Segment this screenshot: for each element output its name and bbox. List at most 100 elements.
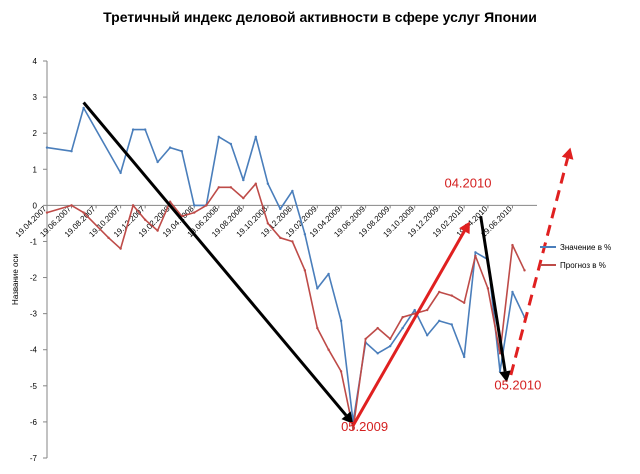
series-2-point <box>291 240 294 243</box>
series-1-point <box>45 146 49 149</box>
y-tick-label: -3 <box>30 310 38 319</box>
axes <box>46 61 537 458</box>
series-1-point <box>450 323 453 326</box>
series-layer <box>45 106 526 431</box>
y-tick-label: -4 <box>30 346 38 355</box>
series-2-point <box>316 326 319 330</box>
annotation-arrow-head-4 <box>561 147 574 160</box>
series-1-point <box>316 287 319 290</box>
series-2-point <box>425 308 429 312</box>
series-2-point <box>401 316 404 319</box>
series-1-point <box>498 370 502 373</box>
series-1-point <box>425 334 429 337</box>
annotation-arrow-4 <box>509 157 570 376</box>
y-axis-title: Название оси <box>11 254 20 305</box>
series-1-point <box>70 150 73 153</box>
series-line-1 <box>46 107 526 423</box>
legend-label: Значение в % <box>560 243 611 252</box>
series-1-point <box>266 182 270 185</box>
series-2-point <box>351 427 355 431</box>
series-2-point <box>119 247 122 250</box>
y-tick-label: -5 <box>30 382 38 391</box>
series-1-point <box>438 319 441 323</box>
y-tick-label: 0 <box>33 201 38 210</box>
series-2-point <box>450 294 453 297</box>
series-2-point <box>217 186 220 189</box>
series-1-point <box>217 135 220 138</box>
series-2-point <box>474 254 477 258</box>
series-1-point <box>376 352 379 355</box>
series-1-point <box>242 178 245 182</box>
annotation-arrow-head-1 <box>341 411 354 424</box>
series-2-point <box>131 204 135 207</box>
series-2-point <box>486 287 490 290</box>
series-1-point <box>291 189 294 193</box>
annotation-arrow-1 <box>82 101 348 417</box>
series-2-point <box>498 352 502 355</box>
series-2-point <box>82 211 85 214</box>
series-1-point <box>229 142 233 146</box>
series-1-point <box>254 135 257 138</box>
series-1-point <box>193 204 196 207</box>
series-1-point <box>156 160 159 164</box>
y-tick-label: -1 <box>30 237 38 246</box>
chart-title: Третичный индекс деловой активности в сф… <box>103 9 537 25</box>
y-tick-label: 1 <box>33 165 38 174</box>
series-2-point <box>279 236 282 240</box>
annotation-arrow-head-3 <box>499 370 511 383</box>
series-1-point <box>82 106 85 110</box>
y-tick-label: -6 <box>30 418 38 427</box>
y-tick-label: 4 <box>33 57 38 66</box>
series-2-point <box>327 348 330 351</box>
series-2-point <box>254 182 257 185</box>
series-1-point <box>401 326 404 330</box>
series-1-point <box>388 344 392 348</box>
series-1-point <box>474 251 477 254</box>
series-2-point <box>364 337 367 341</box>
series-2-point <box>266 222 270 225</box>
series-2-point <box>193 211 196 214</box>
y-ticks: 4 3 2 1 0 -1 -2 -3 -4 -5 -6 -7 <box>30 57 47 463</box>
series-2-point <box>229 186 233 189</box>
series-2-point <box>45 211 49 214</box>
legend: Значение в % Прогноз в % <box>540 243 611 270</box>
series-2-point <box>376 326 379 330</box>
series-1-point <box>339 319 343 323</box>
series-1-point <box>413 308 416 312</box>
y-tick-label: 2 <box>33 129 38 138</box>
series-2-point <box>143 218 147 221</box>
series-2-point <box>438 290 441 294</box>
annotation-label: 05.2009 <box>341 419 388 434</box>
annotation-arrow-head-2 <box>459 221 470 235</box>
series-1-point <box>131 128 135 131</box>
series-1-point <box>180 150 183 153</box>
series-2-point <box>70 204 73 207</box>
legend-label: Прогноз в % <box>560 261 606 270</box>
series-2-point <box>511 243 514 247</box>
annotation-arrow-3 <box>479 215 507 372</box>
series-2-point <box>462 301 466 305</box>
series-1-point <box>327 272 330 276</box>
series-line-2 <box>46 182 526 430</box>
series-1-point <box>168 146 172 149</box>
series-2-point <box>107 236 110 240</box>
series-1-point <box>279 207 282 211</box>
series-2-point <box>168 200 172 203</box>
series-2-point <box>205 204 208 207</box>
y-tick-label: -7 <box>30 454 38 463</box>
series-2-point <box>242 196 245 200</box>
series-2-point <box>303 269 307 272</box>
series-1-point <box>143 128 147 131</box>
series-1-point <box>303 233 307 236</box>
series-1-point <box>119 171 122 175</box>
series-1-point <box>511 290 514 294</box>
series-2-point <box>339 370 343 373</box>
series-2-point <box>388 337 392 341</box>
y-tick-label: -2 <box>30 274 38 283</box>
series-2-point <box>156 229 159 232</box>
annotation-label: 04.2010 <box>444 175 491 190</box>
annotation-arrow-2 <box>351 230 466 427</box>
y-tick-label: 3 <box>33 93 38 102</box>
